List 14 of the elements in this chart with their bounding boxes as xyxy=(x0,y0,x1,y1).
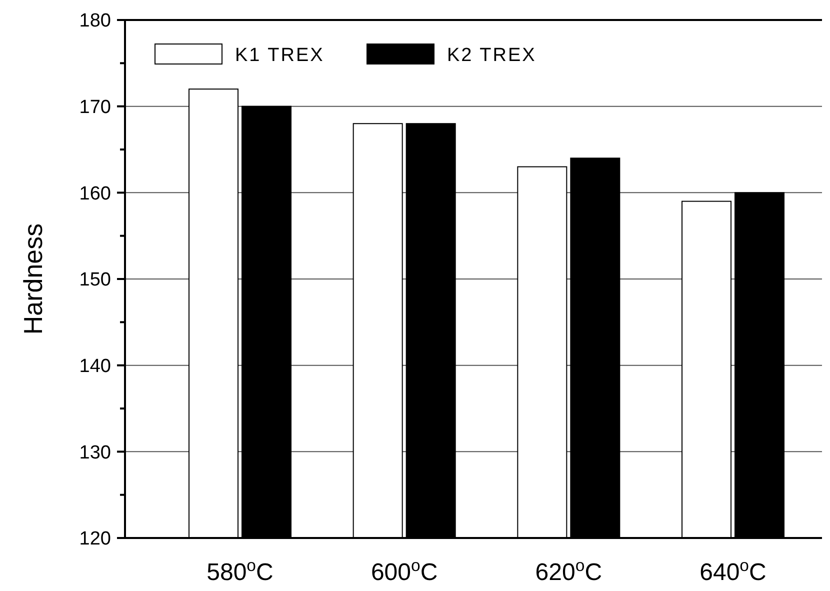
y-tick-label: 180 xyxy=(79,10,111,32)
x-tick-label: 580$^{o}$C xyxy=(206,556,274,586)
y-axis-title: Hardness xyxy=(18,223,48,335)
legend-label: K1 TREX xyxy=(235,45,324,66)
y-tick-label: 160 xyxy=(79,183,111,204)
x-tick-label: 620$^{o}$C xyxy=(535,556,602,586)
y-tick-label: 140 xyxy=(79,356,111,377)
legend-label: K2 TREX xyxy=(447,45,536,66)
y-tick-label: 150 xyxy=(79,270,111,291)
x-tick-label: 600$^{o}$C xyxy=(370,556,438,586)
y-tick-label: 130 xyxy=(79,442,111,464)
x-tick-label: 640$^{o}$C xyxy=(700,556,766,586)
y-tick-label: 120 xyxy=(79,528,111,550)
y-tick-label: 170 xyxy=(79,96,111,118)
